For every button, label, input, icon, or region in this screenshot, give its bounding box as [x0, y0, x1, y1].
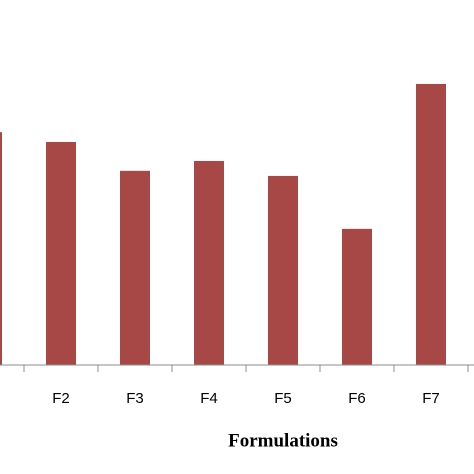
bar — [342, 228, 372, 365]
x-tick-label: F5 — [274, 390, 292, 407]
x-axis-title: Formulations — [228, 430, 338, 451]
bar — [0, 132, 2, 365]
bar — [268, 175, 298, 365]
bar — [416, 83, 446, 365]
x-tick-label: F4 — [200, 390, 218, 407]
x-tick-label: F2 — [52, 390, 70, 407]
bar — [46, 141, 76, 365]
x-tick-label: F3 — [126, 390, 144, 407]
x-tick-label: F6 — [348, 390, 366, 407]
bar — [120, 170, 150, 365]
bar — [194, 160, 224, 365]
x-tick-label: F7 — [422, 390, 440, 407]
